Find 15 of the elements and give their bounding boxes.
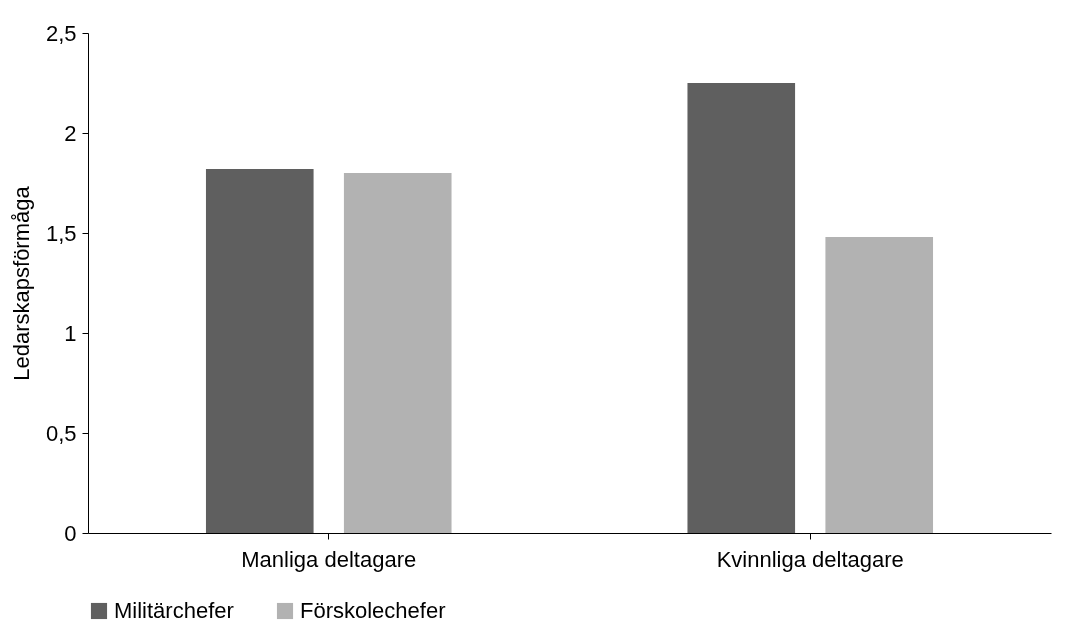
bar bbox=[825, 237, 934, 533]
bar bbox=[205, 169, 314, 533]
y-axis-title: Ledarskapsförmåga bbox=[8, 185, 34, 381]
y-tick-label: 1 bbox=[64, 320, 77, 346]
y-tick-label: 1,5 bbox=[45, 220, 77, 246]
y-tick-label: 2 bbox=[64, 120, 77, 146]
bar bbox=[687, 83, 796, 533]
y-tick-label: 0,5 bbox=[45, 420, 77, 446]
y-tick-label: 0 bbox=[64, 520, 77, 546]
legend-label: Militärchefer bbox=[114, 598, 234, 623]
bar bbox=[343, 173, 452, 533]
x-tick-label: Manliga deltagare bbox=[241, 546, 417, 572]
y-tick-label: 2,5 bbox=[45, 20, 77, 46]
x-tick-label: Kvinnliga deltagare bbox=[716, 546, 904, 572]
legend-label: Förskolechefer bbox=[300, 598, 446, 623]
